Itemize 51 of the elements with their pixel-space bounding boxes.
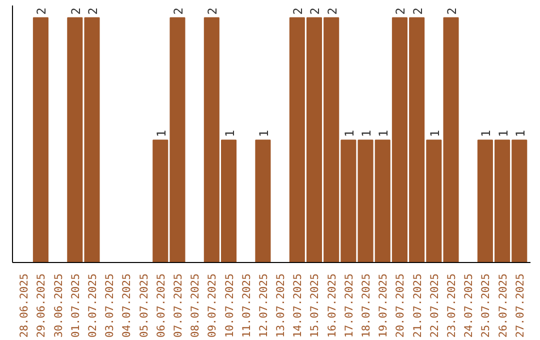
data-label: 2 xyxy=(445,8,460,15)
x-tick-label: 16.07.2025 xyxy=(325,274,338,338)
data-label: 2 xyxy=(410,8,425,15)
data-label: 2 xyxy=(86,8,100,15)
data-label: 1 xyxy=(479,130,494,138)
data-label: 2 xyxy=(171,8,186,15)
data-label: 2 xyxy=(308,8,322,15)
x-tick-label: 26.07.2025 xyxy=(496,274,510,338)
x-tick-label: 01.07.2025 xyxy=(68,274,82,338)
data-label: 1 xyxy=(154,130,168,138)
x-tick-label: 13.07.2025 xyxy=(274,274,288,338)
x-tick-label: 18.07.2025 xyxy=(360,274,373,338)
data-label: 1 xyxy=(428,130,442,138)
x-tick-label: 06.07.2025 xyxy=(154,274,168,338)
data-label: 1 xyxy=(342,130,356,138)
x-tick-label: 27.07.2025 xyxy=(513,274,526,338)
x-tick-label: 15.07.2025 xyxy=(308,274,322,338)
data-label: 2 xyxy=(291,8,306,15)
x-tick-label: 04.07.2025 xyxy=(120,274,134,338)
x-tick-label: 14.07.2025 xyxy=(291,274,304,338)
data-label: 2 xyxy=(394,8,408,15)
x-tick-label: 11.07.2025 xyxy=(240,274,253,338)
x-tick-label: 20.07.2025 xyxy=(394,274,407,338)
x-tick-label: 23.07.2025 xyxy=(445,274,458,338)
x-tick-label: 10.07.2025 xyxy=(222,274,236,338)
x-tick-label: 29.06.2025 xyxy=(34,274,48,338)
data-label: 2 xyxy=(34,8,49,15)
x-tick-label: 07.07.2025 xyxy=(171,274,184,338)
x-tick-label: 12.07.2025 xyxy=(256,274,270,338)
x-tick-label: 02.07.2025 xyxy=(86,274,99,338)
x-tick-label: 24.07.2025 xyxy=(462,274,476,338)
data-label: 1 xyxy=(222,130,237,138)
x-tick-label: 21.07.2025 xyxy=(410,274,424,338)
data-label: 2 xyxy=(325,8,340,15)
x-tick-label: 30.06.2025 xyxy=(52,274,65,338)
data-label: 2 xyxy=(206,8,220,15)
data-label: 1 xyxy=(376,130,391,138)
data-label: 1 xyxy=(256,130,271,138)
data-label: 1 xyxy=(496,130,510,138)
x-tick-label: 25.07.2025 xyxy=(479,274,492,338)
x-tick-label: 08.07.2025 xyxy=(188,274,202,338)
x-tick-label: 17.07.2025 xyxy=(342,274,356,338)
data-label: 1 xyxy=(360,130,374,138)
data-label: 2 xyxy=(68,8,83,15)
x-tick-label: 19.07.2025 xyxy=(376,274,390,338)
x-tick-label: 09.07.2025 xyxy=(206,274,219,338)
x-tick-label: 22.07.2025 xyxy=(428,274,441,338)
data-label: 1 xyxy=(513,130,528,138)
x-tick-label: 05.07.2025 xyxy=(137,274,150,338)
x-tick-label: 03.07.2025 xyxy=(103,274,116,338)
x-tick-label: 28.06.2025 xyxy=(18,274,31,338)
